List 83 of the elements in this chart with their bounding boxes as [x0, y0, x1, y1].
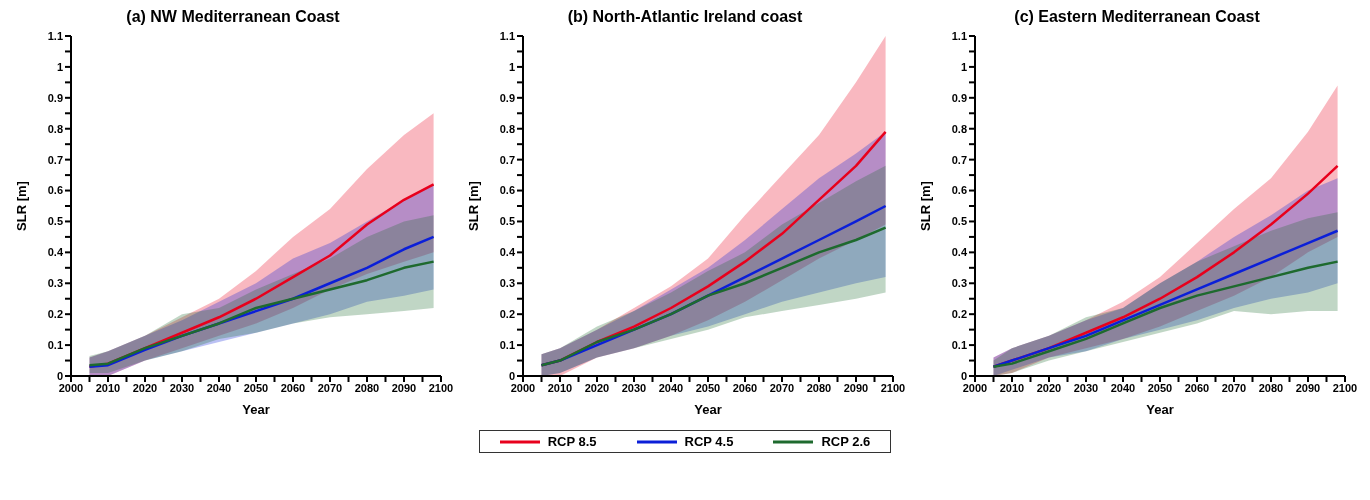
x-tick-label: 2000: [962, 381, 987, 394]
y-tick-label: 0: [960, 369, 967, 382]
y-tick-label: 0.7: [47, 153, 63, 166]
y-tick-label: 0.4: [47, 246, 64, 259]
y-tick-label: 0.5: [951, 215, 967, 228]
y-tick-label: 0.2: [951, 308, 967, 321]
x-tick-label: 2100: [428, 381, 453, 394]
legend-label: RCP 8.5: [547, 434, 597, 449]
y-tick-label: 0.4: [951, 246, 968, 259]
chart-title: (c) Eastern Mediterranean Coast: [1014, 8, 1260, 26]
x-tick-label: 2070: [317, 381, 342, 394]
y-tick-label: 0.2: [499, 308, 515, 321]
y-axis-title: SLR [m]: [917, 181, 933, 231]
y-tick-label: 0.1: [951, 339, 967, 351]
chart-title: (b) North-Atlantic Ireland coast: [567, 8, 803, 26]
y-tick-label: 0.6: [47, 184, 63, 197]
x-axis-title: Year: [241, 402, 270, 417]
x-axis-title: Year: [693, 402, 722, 417]
y-tick-label: 0.9: [499, 91, 515, 104]
y-tick-label: 1.1: [499, 29, 515, 42]
line-series: [991, 260, 1339, 368]
y-tick-label: 0.1: [47, 339, 63, 351]
x-tick-label: 2010: [95, 381, 120, 394]
x-tick-label: 2030: [169, 381, 194, 394]
x-tick-label: 2090: [843, 381, 868, 394]
x-tick-label: 2050: [243, 381, 268, 394]
x-tick-label: 2080: [354, 381, 379, 394]
x-tick-label: 2080: [806, 381, 831, 394]
y-tick-label: 0.9: [47, 91, 63, 104]
y-tick-label: 0.4: [499, 246, 516, 259]
y-axis-title: SLR [m]: [465, 181, 481, 231]
x-tick-label: 2100: [1332, 381, 1357, 394]
y-tick-label: 1.1: [951, 29, 967, 42]
y-axis-title: SLR [m]: [13, 181, 29, 231]
y-tick-label: 0.7: [951, 153, 967, 166]
x-tick-label: 2000: [58, 381, 83, 394]
x-tick-label: 2090: [391, 381, 416, 394]
y-tick-label: 0.3: [47, 277, 63, 290]
x-tick-label: 2020: [584, 381, 609, 394]
x-tick-label: 2070: [769, 381, 794, 394]
x-tick-label: 2010: [999, 381, 1024, 394]
legend-label: RCP 2.6: [821, 434, 871, 449]
x-tick-label: 2010: [547, 381, 572, 394]
x-tick-label: 2060: [1184, 381, 1209, 394]
x-tick-label: 2040: [658, 381, 683, 394]
y-tick-label: 0.8: [951, 122, 967, 135]
x-tick-label: 2030: [1073, 381, 1098, 394]
y-tick-label: 0.6: [499, 184, 515, 197]
x-tick-label: 2000: [510, 381, 535, 394]
x-tick-label: 2070: [1221, 381, 1246, 394]
x-tick-label: 2050: [695, 381, 720, 394]
x-tick-label: 2060: [280, 381, 305, 394]
chart-title: (a) NW Mediterranean Coast: [126, 8, 340, 26]
y-tick-label: 0.5: [47, 215, 63, 228]
y-tick-label: 0.7: [499, 153, 515, 166]
y-tick-label: 0.1: [499, 339, 515, 351]
x-axis-title: Year: [1145, 402, 1174, 417]
y-tick-label: 0.3: [499, 277, 515, 290]
x-tick-label: 2090: [1295, 381, 1320, 394]
x-tick-label: 2030: [621, 381, 646, 394]
y-tick-label: 0.8: [47, 122, 63, 135]
x-tick-label: 2040: [206, 381, 231, 394]
y-tick-label: 1: [508, 60, 515, 73]
y-tick-label: 0.9: [951, 91, 967, 104]
x-tick-label: 2040: [1110, 381, 1135, 394]
y-tick-label: 0.5: [499, 215, 515, 228]
y-tick-label: 1: [56, 60, 63, 73]
y-tick-label: 1: [960, 60, 967, 73]
legend-label: RCP 4.5: [684, 434, 734, 449]
y-tick-label: 0.3: [951, 277, 967, 290]
line-series: [87, 260, 435, 367]
x-tick-label: 2080: [1258, 381, 1283, 394]
x-tick-label: 2020: [132, 381, 157, 394]
y-tick-label: 0.8: [499, 122, 515, 135]
x-tick-label: 2100: [880, 381, 905, 394]
y-tick-label: 0: [56, 369, 63, 382]
y-tick-label: 0: [508, 369, 515, 382]
x-tick-label: 2060: [732, 381, 757, 394]
y-tick-label: 0.6: [951, 184, 967, 197]
x-tick-label: 2050: [1147, 381, 1172, 394]
x-tick-label: 2020: [1036, 381, 1061, 394]
y-tick-label: 0.2: [47, 308, 63, 321]
y-tick-label: 1.1: [47, 29, 63, 42]
